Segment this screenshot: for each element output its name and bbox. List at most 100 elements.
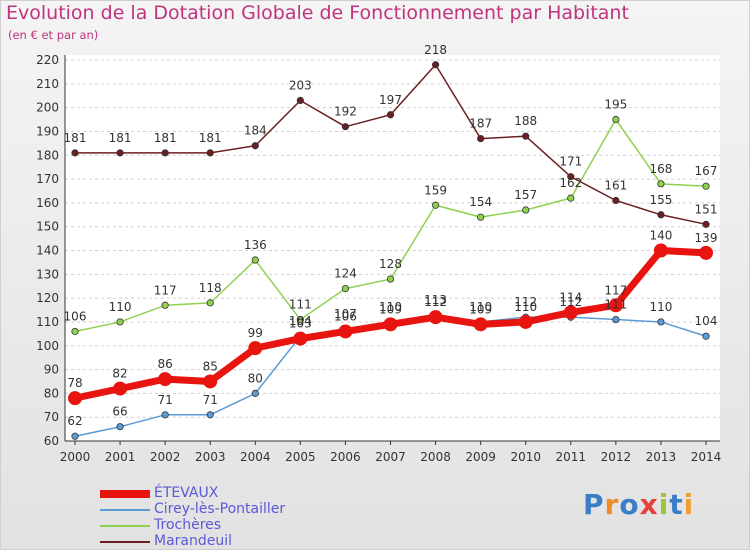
logo-letter: o [619, 488, 640, 521]
data-label-marandeuil: 151 [695, 202, 718, 216]
data-label-marandeuil: 155 [649, 193, 672, 207]
logo-letter: i [683, 488, 695, 521]
data-point-marandeuil [161, 149, 169, 157]
data-label-marandeuil: 192 [334, 105, 357, 119]
x-tick-label: 2010 [510, 450, 541, 464]
data-point-troch-res [296, 315, 304, 324]
data-point-troch-res [567, 194, 575, 202]
y-tick-label: 210 [36, 77, 59, 91]
data-point-marandeuil [296, 96, 304, 105]
legend-item-marandeuil[interactable]: Marandeuil [100, 533, 360, 550]
data-point-cirey-l-s-pontailler [161, 411, 169, 419]
data-label-marandeuil: 181 [199, 131, 222, 145]
data-point-marandeuil [657, 211, 665, 219]
y-tick-label: 110 [36, 315, 59, 329]
data-point-marandeuil [431, 61, 440, 69]
data-point-troch-res [431, 201, 440, 209]
data-point--tevaux [653, 243, 668, 258]
data-label-troch-res: 136 [244, 238, 267, 252]
data-point-marandeuil [386, 111, 395, 119]
x-tick-label: 2002 [150, 450, 181, 464]
data-point-marandeuil [251, 142, 259, 150]
data-label-cirey-l-s-pontailler: 110 [649, 300, 672, 314]
data-label-cirey-l-s-pontailler: 111 [604, 298, 627, 312]
x-tick-label: 2005 [285, 450, 316, 464]
data-point--tevaux [293, 331, 308, 346]
y-tick-label: 150 [36, 220, 59, 234]
data-label-marandeuil: 218 [424, 43, 447, 57]
data-point--tevaux [383, 317, 398, 332]
legend-label-etevaux: ÉTEVAUX [154, 485, 219, 501]
x-tick-label: 2009 [465, 450, 496, 464]
data-label--tevaux: 117 [604, 283, 627, 297]
data-label-marandeuil: 181 [64, 131, 87, 145]
data-point-troch-res [522, 206, 530, 214]
y-tick-label: 190 [36, 124, 59, 138]
x-tick-label: 2004 [240, 450, 271, 464]
legend: ÉTEVAUX Cirey-lès-Pontailler Trochères M… [100, 485, 360, 550]
data-point-troch-res [71, 327, 79, 336]
data-label-cirey-l-s-pontailler: 104 [695, 314, 718, 328]
data-point-troch-res [341, 284, 350, 293]
data-label-troch-res: 111 [289, 298, 312, 312]
data-label--tevaux: 103 [289, 317, 312, 331]
data-point-troch-res [116, 318, 124, 326]
y-tick-label: 80 [44, 386, 59, 400]
data-label-marandeuil: 171 [559, 155, 582, 169]
data-point-cirey-l-s-pontailler [251, 389, 259, 397]
data-point-troch-res [386, 275, 395, 283]
data-label-cirey-l-s-pontailler: 62 [67, 414, 82, 428]
y-tick-label: 180 [36, 148, 59, 162]
data-label-troch-res: 167 [695, 164, 718, 178]
data-label-marandeuil: 181 [154, 131, 177, 145]
data-point-marandeuil [702, 220, 710, 228]
data-label-troch-res: 159 [424, 183, 447, 197]
legend-item-cirey[interactable]: Cirey-lès-Pontailler [100, 501, 360, 518]
data-label--tevaux: 112 [424, 295, 447, 309]
data-label-troch-res: 157 [514, 188, 537, 202]
axes: 60 70 80 90 100 110 120 130 140 150 160 170 180 190 20… [36, 53, 721, 464]
data-labels: 181 181 181 181 184 203 192 197 218 187 188 171 161 1… [64, 43, 718, 428]
data-label-troch-res: 162 [559, 176, 582, 190]
y-tick-label: 60 [44, 434, 59, 448]
data-label-cirey-l-s-pontailler: 113 [424, 293, 447, 307]
data-point-troch-res [477, 213, 485, 221]
legend-label-trocheres: Trochères [154, 517, 222, 533]
data-point--tevaux [608, 298, 623, 313]
data-point-cirey-l-s-pontailler [612, 315, 620, 324]
data-label-marandeuil: 197 [379, 93, 402, 107]
data-label--tevaux: 109 [469, 302, 492, 316]
x-tick-label: 2000 [60, 450, 91, 464]
legend-swatch-cirey [100, 509, 150, 511]
data-point-cirey-l-s-pontailler [71, 432, 79, 440]
legend-swatch-marandeuil [100, 541, 150, 543]
data-label-marandeuil: 187 [469, 117, 492, 131]
data-label--tevaux: 139 [695, 231, 718, 245]
legend-label-marandeuil: Marandeuil [154, 533, 233, 549]
data-label-marandeuil: 203 [289, 78, 312, 92]
data-label-marandeuil: 161 [604, 178, 627, 192]
y-tick-label: 200 [36, 101, 59, 115]
data-point-troch-res [702, 182, 710, 190]
chart-subtitle: (en € et par an) [8, 28, 99, 42]
data-label--tevaux: 140 [649, 229, 672, 243]
legend-item-etevaux[interactable]: ÉTEVAUX [100, 485, 360, 502]
data-label-cirey-l-s-pontailler: 107 [334, 307, 357, 321]
proxiti-logo: Proxiti [583, 488, 694, 521]
data-label-troch-res: 124 [334, 267, 357, 281]
data-label--tevaux: 110 [514, 300, 537, 314]
logo-letter: x [639, 488, 659, 521]
data-point-cirey-l-s-pontailler [206, 411, 214, 419]
data-label-marandeuil: 188 [514, 114, 537, 128]
legend-item-trocheres[interactable]: Trochères [100, 517, 360, 534]
x-tick-label: 2013 [646, 450, 677, 464]
data-point--tevaux [248, 341, 263, 356]
legend-swatch-etevaux [100, 490, 150, 498]
logo-letter: r [604, 488, 620, 521]
data-point-marandeuil [567, 173, 575, 181]
data-point-troch-res [206, 299, 214, 307]
data-point-marandeuil [612, 196, 620, 205]
legend-swatch-trocheres [100, 525, 150, 527]
data-label-troch-res: 168 [649, 162, 672, 176]
